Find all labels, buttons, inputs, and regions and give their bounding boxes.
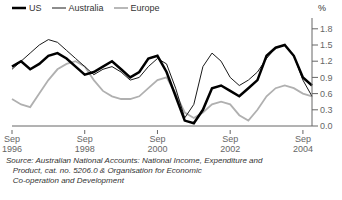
html-text:Source: Australian National Ac: Source: Australian National Accounts: Na… <box>6 156 263 165</box>
html-text:US: US <box>29 3 42 13</box>
html-text:Product, cat. no. 5206.0 & Org: Product, cat. no. 5206.0 & Organisation … <box>6 166 202 175</box>
html-text:Europe: Europe <box>130 3 160 13</box>
svg-text:0.6: 0.6 <box>320 89 333 99</box>
svg-text:0.3: 0.3 <box>320 105 333 115</box>
html-text:Co-operation and Development: Co-operation and Development <box>6 176 124 185</box>
svg-text:0.0: 0.0 <box>320 121 333 131</box>
svg-text:Sep1998: Sep1998 <box>75 134 95 154</box>
html-text:Australia: Australia <box>68 3 104 13</box>
svg-text:1.5: 1.5 <box>320 40 333 50</box>
svg-text:Sep2004: Sep2004 <box>293 134 313 154</box>
svg-text:0.9: 0.9 <box>320 73 333 83</box>
svg-text:1.2: 1.2 <box>320 56 333 66</box>
svg-text:Sep1996: Sep1996 <box>8 134 22 154</box>
svg-text:Sep2000: Sep2000 <box>147 134 167 154</box>
svg-text:1.8: 1.8 <box>320 24 333 34</box>
svg-text:Sep2002: Sep2002 <box>220 134 240 154</box>
